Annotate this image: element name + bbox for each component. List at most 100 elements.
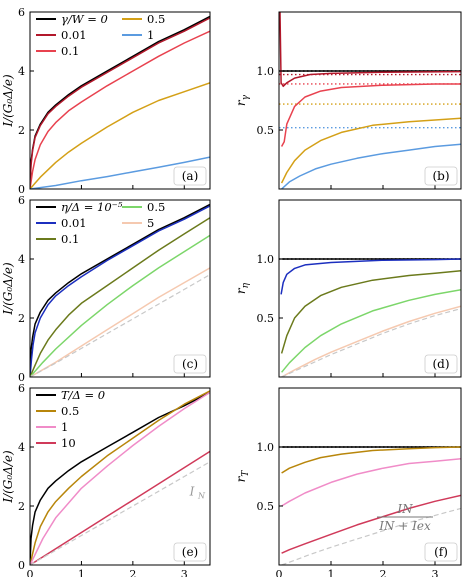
series-line: [30, 17, 210, 189]
legend-entry: 10: [61, 436, 76, 450]
legend-entry: 0.5: [61, 404, 79, 418]
legend-entry: 0.01: [61, 216, 87, 230]
series-line: [281, 288, 461, 373]
series-line: [280, 83, 461, 147]
axes-frame: [29, 11, 211, 190]
legend-entry: 1: [147, 28, 154, 42]
panel-b: 0.5 1.0 rγ (b): [234, 11, 462, 190]
y-tick-label: 2: [18, 500, 25, 513]
legend-entry: 0.1: [61, 232, 79, 246]
y-axis-label: rT: [234, 470, 251, 483]
series-line: [30, 274, 210, 377]
x-tick-label: 0: [27, 568, 34, 577]
plot-area: [279, 12, 461, 189]
legend: γ/W = 0 0.01 0.1 0.5 1: [36, 12, 165, 58]
y-axis-label: rγ: [234, 94, 251, 106]
y-tick-label: 2: [18, 312, 25, 325]
series-line: [280, 258, 461, 295]
panel-label: (e): [182, 545, 198, 559]
axes-frame: [278, 387, 462, 566]
panel-label: (f): [434, 545, 448, 559]
x-tick-label: 1: [78, 568, 85, 577]
panel-label: (d): [432, 357, 449, 371]
series-line: [30, 82, 210, 189]
y-tick-label: 6: [18, 382, 25, 395]
fraction-numerator: IN: [396, 502, 413, 516]
series-line: [30, 450, 210, 565]
series-line: [30, 234, 210, 377]
y-tick-label: 6: [18, 6, 25, 19]
series-line: [281, 458, 461, 507]
legend-entry: 1: [61, 420, 68, 434]
legend-entry: T/Δ = 0: [61, 388, 105, 402]
y-tick-label: 4: [18, 441, 25, 454]
series-line: [280, 270, 461, 354]
y-tick-label: 1.0: [257, 253, 275, 266]
panel-label: (c): [182, 357, 198, 371]
y-tick-label: 0: [18, 371, 25, 384]
series-line: [30, 391, 210, 565]
y-tick-label: 1.0: [257, 441, 275, 454]
y-axis-label: rη: [234, 282, 251, 294]
series-line: [30, 390, 210, 565]
series-line: [281, 143, 461, 189]
legend-entry: 0.01: [61, 28, 87, 42]
x-tick-label: 3: [432, 568, 439, 577]
panel-label: (a): [182, 169, 199, 183]
series-line: [30, 391, 210, 565]
legend-entry: 0.5: [147, 200, 165, 214]
y-tick-label: 6: [18, 194, 25, 207]
series-line: [30, 205, 210, 377]
panel-a: 0 2 4 6 I/(G₀Δ/e) (a) γ/W = 0 0.01 0.1 0.5 1: [1, 6, 211, 196]
series-line: [30, 217, 210, 377]
series-line: [280, 117, 461, 184]
y-tick-label: 0: [18, 559, 25, 572]
series-line: [30, 30, 210, 189]
panel-label: (b): [432, 169, 449, 183]
series-line: [30, 156, 210, 189]
series-line: [30, 461, 210, 565]
panel-label-box: [173, 166, 207, 186]
series-line: [30, 267, 210, 377]
y-tick-label: 0.5: [257, 500, 275, 513]
legend-entry: 0.1: [61, 44, 79, 58]
panel-label-box: [424, 542, 458, 562]
y-tick-label: 0.5: [257, 312, 275, 325]
panel-label-box: [424, 166, 458, 186]
series-line: [281, 305, 461, 377]
axes-frame: [278, 11, 462, 190]
panel-label-box: [173, 542, 207, 562]
panel-label-box: [173, 354, 207, 374]
axes-frame: [278, 199, 462, 378]
legend-entry: η/Δ = 10⁻⁵: [61, 200, 123, 214]
y-tick-label: 2: [18, 124, 25, 137]
axes-frame: [29, 387, 211, 566]
x-tick-label: 0: [276, 568, 283, 577]
series-line: [279, 12, 461, 88]
y-tick-label: 1.0: [257, 65, 275, 78]
annotation-sub: N: [197, 492, 206, 501]
y-axis-label: I/(G₀Δ/e): [1, 450, 15, 504]
series-line: [30, 203, 210, 377]
plot-area: [30, 15, 210, 189]
x-tick-label: 2: [380, 568, 387, 577]
plot-area: [30, 390, 210, 565]
y-axis-label: I/(G₀Δ/e): [1, 262, 15, 316]
fraction-denominator: IN + Iex: [378, 519, 431, 533]
x-tick-label: 3: [181, 568, 188, 577]
plot-area: [30, 203, 210, 377]
series-line: [281, 308, 461, 377]
axes-frame: [29, 199, 211, 378]
legend-entry: 5: [147, 216, 154, 230]
plot-area: [279, 446, 461, 565]
panel-d: 0.5 1.0 rη (d): [234, 199, 462, 378]
legend-entry: 0.5: [147, 12, 165, 26]
y-tick-label: 4: [18, 253, 25, 266]
legend: T/Δ = 0 0.5 1 10: [36, 388, 105, 450]
series-line: [281, 446, 461, 474]
series-line: [281, 494, 461, 554]
series-line: [281, 507, 461, 565]
